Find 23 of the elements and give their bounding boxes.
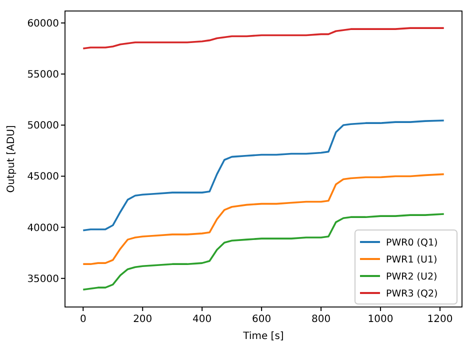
line-series <box>82 173 445 265</box>
legend-label: PWR1 (U1) <box>386 254 438 266</box>
legend-label: PWR3 (Q2) <box>386 288 438 300</box>
legend-label: PWR0 (Q1) <box>386 237 438 248</box>
x-tick-label: 200 <box>133 314 152 325</box>
x-tick-label: 1000 <box>368 314 394 325</box>
y-tick-label: 45000 <box>27 172 59 183</box>
y-tick-label: 50000 <box>27 120 59 132</box>
x-tick-label: 0 <box>80 314 86 325</box>
legend-label: PWR2 (U2) <box>386 271 438 282</box>
y-tick-label: 60000 <box>27 18 59 30</box>
x-tick-label: 1200 <box>427 314 453 325</box>
x-tick-label: 400 <box>192 314 212 325</box>
line-series <box>82 27 445 50</box>
x-axis-title: Time [s] <box>242 331 284 342</box>
x-tick-label: 800 <box>311 314 331 325</box>
y-tick-label: 40000 <box>27 222 59 234</box>
y-tick-label: 35000 <box>27 274 59 285</box>
line-series <box>82 213 445 291</box>
y-tick-label: 55000 <box>27 70 59 81</box>
x-tick-label: 600 <box>252 314 272 325</box>
line-series <box>82 120 445 232</box>
y-axis-title: Output [ADU] <box>6 125 17 193</box>
